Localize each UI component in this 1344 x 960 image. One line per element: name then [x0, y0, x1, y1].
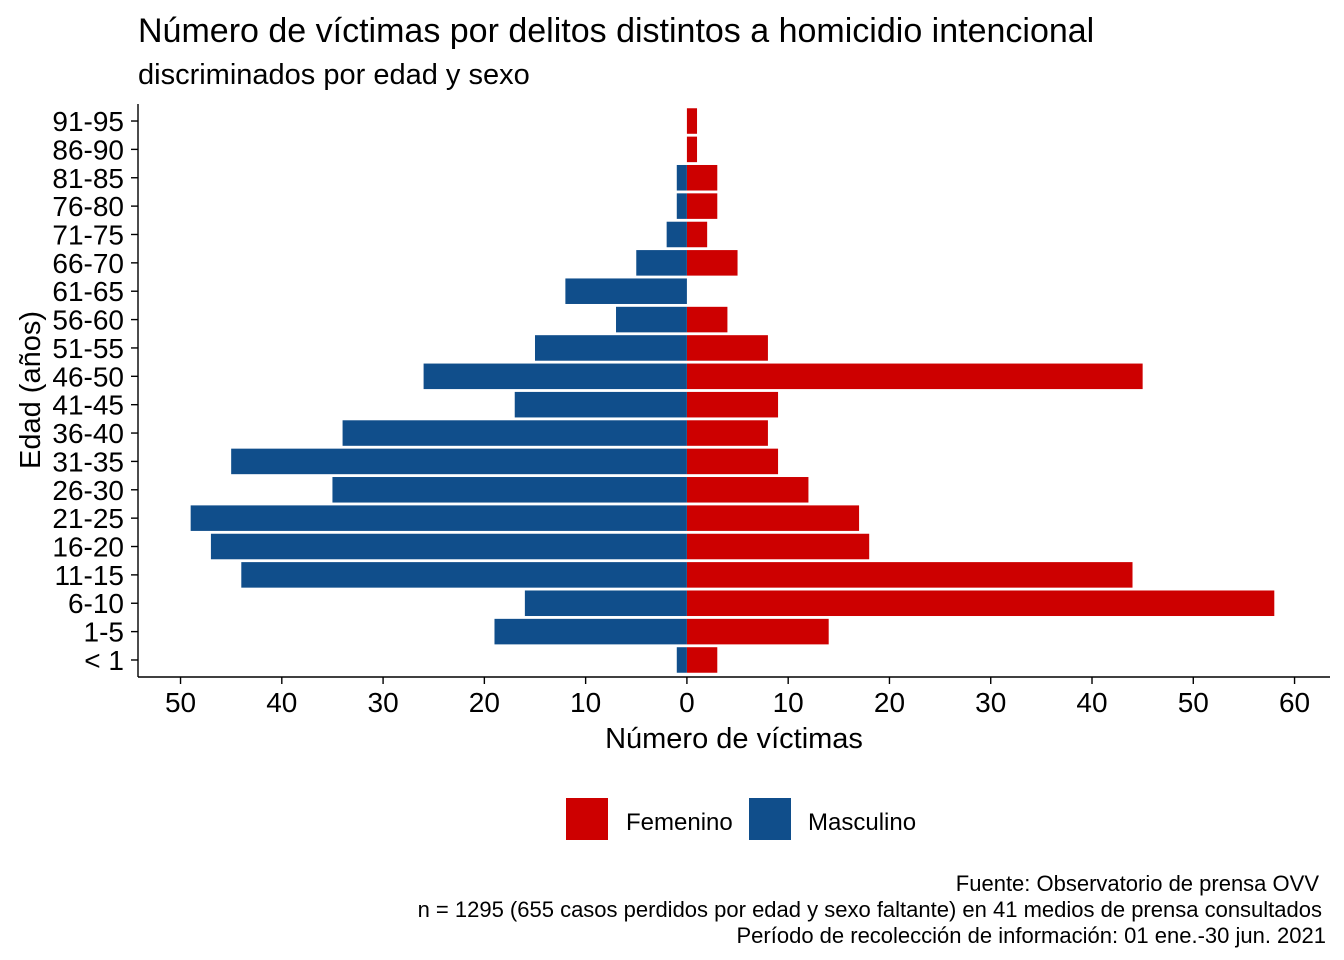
y-tick-label: 81-85 — [52, 163, 124, 194]
legend: Femenino Masculino — [566, 798, 916, 840]
bar-masculino-71-75 — [666, 221, 687, 248]
x-tick-label: 50 — [165, 687, 196, 718]
legend-swatch-femenino — [566, 798, 608, 840]
bar-femenino-21-25 — [686, 505, 860, 531]
x-tick-label: 40 — [266, 687, 297, 718]
y-tick-label: 26-30 — [52, 475, 124, 506]
x-tick-label: 30 — [975, 687, 1006, 718]
y-tick-label: 6-10 — [68, 588, 124, 619]
bar-femenino-91-95 — [686, 108, 698, 134]
caption-period: Período de recolección de información: 0… — [737, 923, 1327, 948]
y-tick-label: 31-35 — [52, 446, 124, 477]
bar-masculino-61-65 — [565, 278, 687, 304]
bar-femenino-26-30 — [686, 477, 809, 503]
bars-layer — [190, 108, 1275, 673]
x-tick-label: 30 — [368, 687, 399, 718]
bar-femenino-56-60 — [686, 306, 728, 333]
caption-source: Fuente: Observatorio de prensa OVV — [956, 871, 1320, 896]
y-tick-label: 21-25 — [52, 503, 124, 534]
bar-masculino-46-50 — [423, 363, 687, 390]
bar-masculino-41-45 — [514, 391, 687, 418]
chart-subtitle: discriminados por edad y sexo — [138, 59, 530, 91]
bar-femenino-51-55 — [686, 335, 768, 361]
y-tick-label: 86-90 — [52, 134, 124, 165]
axes — [137, 104, 1330, 678]
bar-femenino-31-35 — [686, 448, 779, 475]
y-tick-label: 71-75 — [52, 219, 124, 250]
x-axis-ticks: 50 40 30 20 10 0 10 20 30 40 50 60 — [165, 677, 1310, 718]
y-tick-label: < 1 — [84, 645, 124, 676]
bar-masculino-26-30 — [332, 477, 687, 503]
y-axis-ticks: < 11-56-1011-1516-2021-2526-3031-3536-40… — [52, 106, 138, 676]
bar-masculino-81-85 — [676, 164, 687, 191]
bar-masculino-6-10 — [524, 590, 687, 617]
x-tick-label: 20 — [469, 687, 500, 718]
bar-femenino-76-80 — [686, 193, 718, 219]
x-tick-label: 20 — [874, 687, 905, 718]
bar-masculino-76-80 — [676, 193, 687, 219]
bar-femenino-lt1 — [686, 647, 718, 673]
y-tick-label: 51-55 — [52, 333, 124, 364]
y-tick-label: 1-5 — [84, 617, 124, 648]
caption: Fuente: Observatorio de prensa OVV n = 1… — [418, 871, 1326, 948]
bar-masculino-66-70 — [636, 250, 687, 276]
x-tick-label: 10 — [773, 687, 804, 718]
bar-femenino-36-40 — [686, 420, 768, 446]
y-tick-label: 11-15 — [54, 560, 124, 591]
y-tick-label: 41-45 — [52, 390, 124, 421]
bar-masculino-56-60 — [616, 306, 687, 333]
bar-femenino-6-10 — [686, 590, 1275, 617]
chart-title: Número de víctimas por delitos distintos… — [138, 12, 1094, 50]
y-tick-label: 61-65 — [52, 276, 124, 307]
bar-femenino-16-20 — [686, 533, 870, 560]
x-tick-label: 0 — [679, 687, 695, 718]
y-tick-label: 56-60 — [52, 305, 124, 336]
bar-femenino-71-75 — [686, 221, 708, 248]
y-tick-label: 66-70 — [52, 248, 124, 279]
y-axis-title: Edad (años) — [15, 311, 47, 469]
y-tick-label: 91-95 — [52, 106, 124, 137]
x-axis-title: Número de víctimas — [605, 723, 863, 755]
bar-masculino-51-55 — [534, 335, 687, 361]
bar-femenino-81-85 — [686, 164, 718, 191]
bar-masculino-lt1 — [676, 647, 687, 673]
bar-masculino-1-5 — [494, 618, 687, 645]
x-tick-label: 10 — [570, 687, 601, 718]
y-tick-label: 76-80 — [52, 191, 124, 222]
caption-sample-note: n = 1295 (655 casos perdidos por edad y … — [418, 897, 1322, 922]
legend-label-femenino: Femenino — [626, 809, 733, 836]
x-tick-label: 60 — [1279, 687, 1310, 718]
bar-masculino-36-40 — [342, 420, 687, 446]
bar-femenino-46-50 — [686, 363, 1143, 390]
legend-swatch-masculino — [749, 798, 791, 840]
x-tick-label: 40 — [1076, 687, 1107, 718]
bar-femenino-11-15 — [686, 562, 1133, 588]
bar-femenino-41-45 — [686, 391, 779, 418]
bar-femenino-1-5 — [686, 618, 829, 645]
bar-femenino-66-70 — [686, 250, 738, 276]
bar-masculino-21-25 — [190, 505, 687, 531]
x-tick-label: 50 — [1178, 687, 1209, 718]
y-tick-label: 36-40 — [52, 418, 124, 449]
bar-masculino-11-15 — [241, 562, 687, 588]
y-tick-label: 46-50 — [52, 361, 124, 392]
bar-femenino-86-90 — [686, 136, 698, 163]
bar-masculino-16-20 — [210, 533, 687, 560]
bar-masculino-31-35 — [231, 448, 687, 475]
y-tick-label: 16-20 — [52, 532, 124, 563]
legend-label-masculino: Masculino — [808, 809, 916, 836]
